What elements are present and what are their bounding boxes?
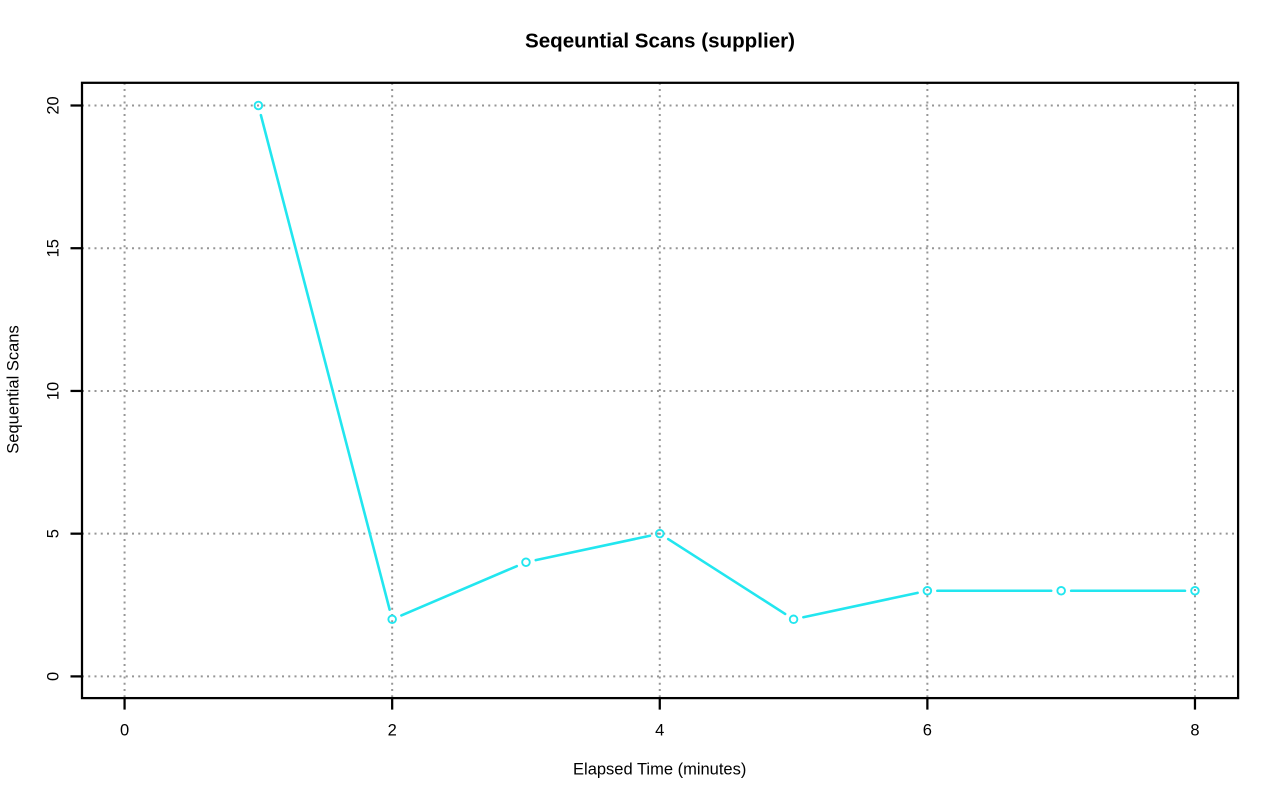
svg-text:6: 6: [923, 722, 932, 740]
svg-text:4: 4: [655, 722, 664, 740]
svg-text:10: 10: [44, 382, 62, 400]
svg-text:Elapsed Time (minutes): Elapsed Time (minutes): [573, 761, 746, 779]
svg-text:20: 20: [44, 96, 62, 114]
svg-text:Seqeuntial Scans (supplier): Seqeuntial Scans (supplier): [525, 30, 795, 53]
svg-text:5: 5: [44, 529, 62, 538]
svg-text:2: 2: [388, 722, 397, 740]
svg-text:8: 8: [1190, 722, 1199, 740]
svg-text:Sequential Scans: Sequential Scans: [5, 325, 23, 453]
svg-text:0: 0: [120, 722, 129, 740]
svg-text:0: 0: [44, 672, 62, 681]
svg-text:15: 15: [44, 239, 62, 257]
